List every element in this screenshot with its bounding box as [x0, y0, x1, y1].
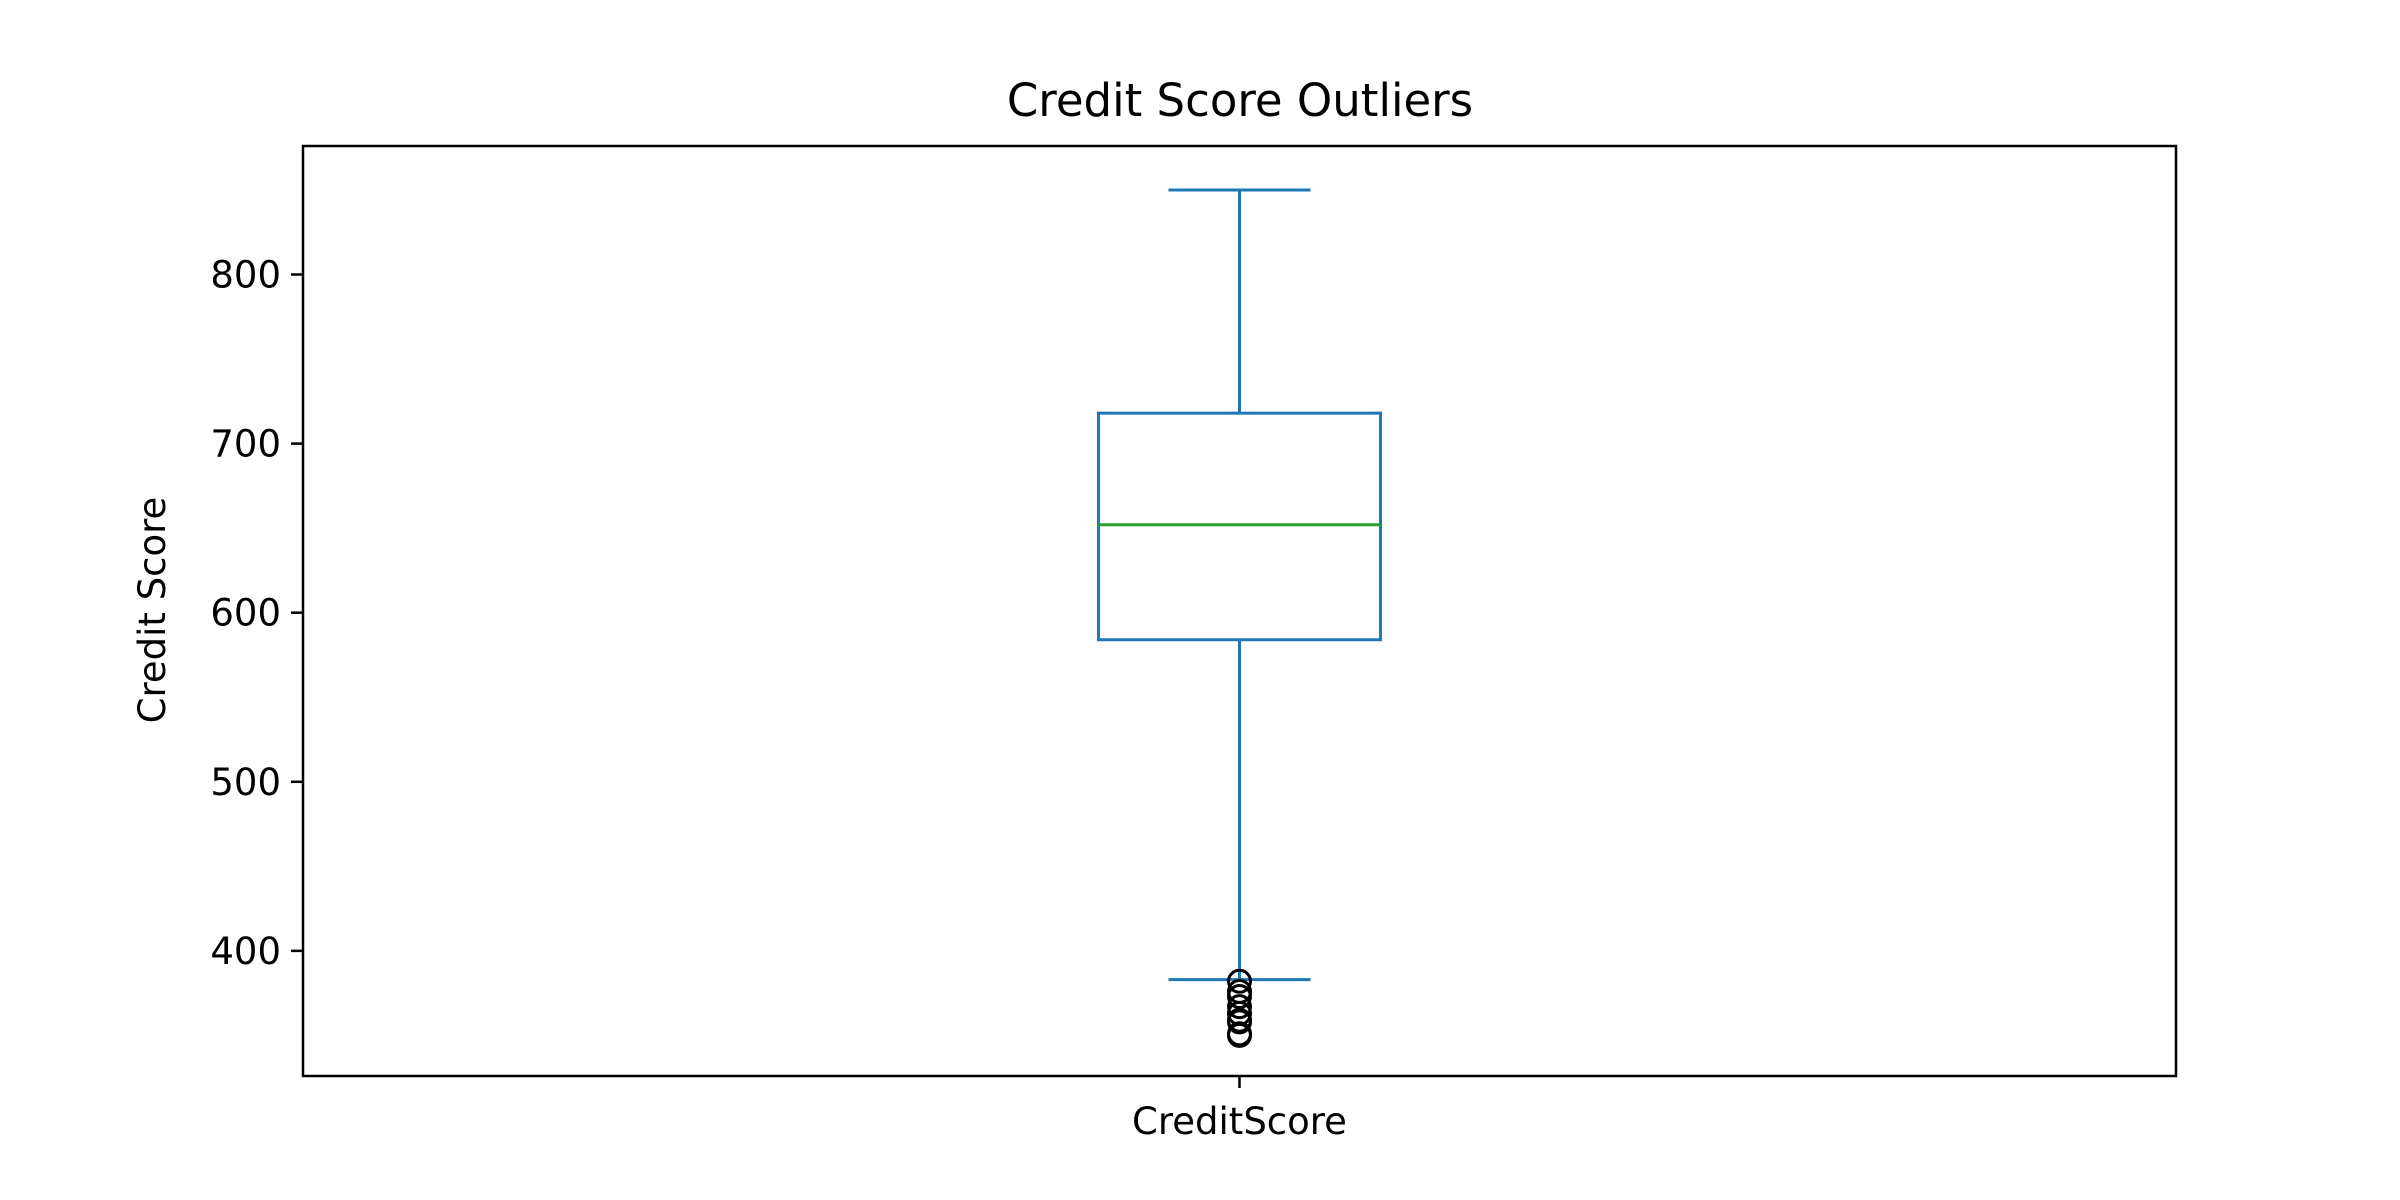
- y-tick-label: 500: [210, 761, 281, 804]
- plot-frame: [301, 144, 2178, 1078]
- plot-marks: [1097, 188, 1382, 1048]
- outlier-point: [1227, 968, 1252, 994]
- chart-title: Credit Score Outliers: [1007, 74, 1473, 127]
- y-axis-ticks: 400 500 600 700 800: [210, 254, 303, 973]
- y-tick-label: 700: [210, 423, 281, 466]
- outlier-point: [1227, 1009, 1252, 1035]
- y-tick-label: 400: [210, 930, 281, 973]
- y-axis-label: Credit Score: [131, 497, 174, 724]
- outlier-point: [1227, 984, 1252, 1010]
- outlier-point: [1227, 994, 1252, 1020]
- outlier-point: [1227, 1022, 1252, 1048]
- y-tick-label: 600: [210, 592, 281, 635]
- x-axis-ticks: CreditScore: [1132, 1076, 1347, 1143]
- iqr-box: [1097, 411, 1382, 642]
- y-tick-label: 800: [210, 254, 281, 297]
- x-tick-label: CreditScore: [1132, 1100, 1347, 1143]
